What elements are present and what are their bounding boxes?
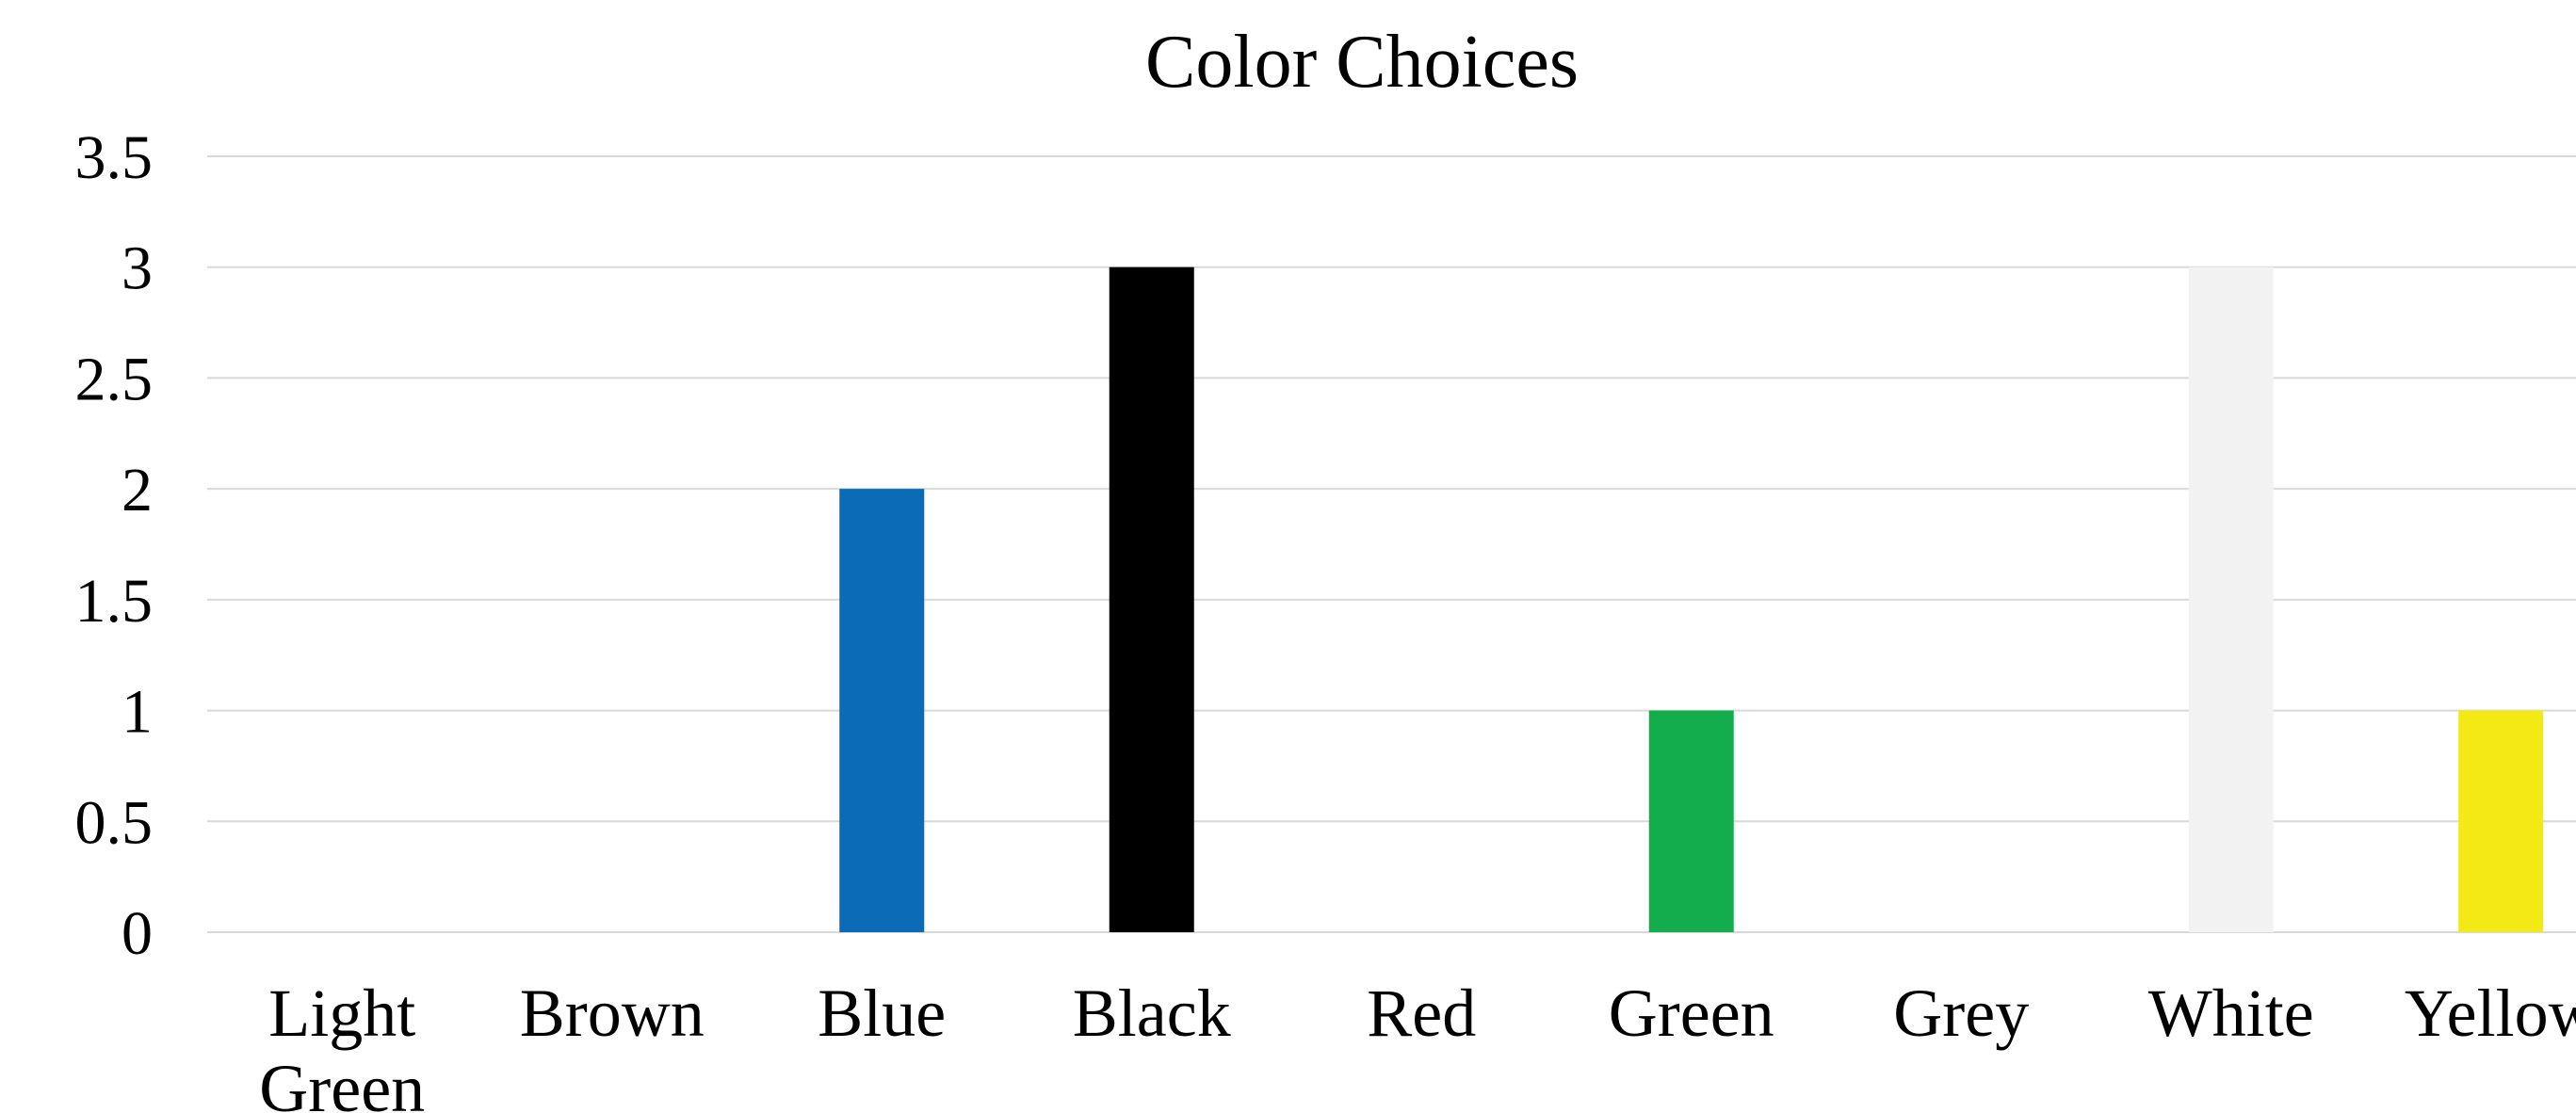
bar-black bbox=[1109, 266, 1194, 932]
x-category-label: Blue bbox=[818, 976, 946, 1051]
y-tick-label: 3.5 bbox=[75, 123, 154, 192]
x-category-label: Green bbox=[1609, 976, 1774, 1051]
x-category-label-line: Brown bbox=[520, 976, 705, 1051]
y-tick-label: 2.5 bbox=[75, 345, 154, 413]
x-category-label: Yellow bbox=[2405, 976, 2576, 1051]
y-tick-label: 0.5 bbox=[75, 788, 154, 857]
y-tick-label: 2 bbox=[122, 456, 153, 524]
x-category-label-line: Yellow bbox=[2405, 976, 2576, 1051]
x-category-label: Black bbox=[1073, 976, 1231, 1051]
bar-green bbox=[1648, 710, 1734, 932]
x-category-label: Brown bbox=[520, 976, 705, 1051]
y-tick-label: 1.5 bbox=[75, 567, 154, 636]
x-category-label: Red bbox=[1367, 976, 1476, 1051]
x-category-label-line: Blue bbox=[818, 976, 946, 1051]
y-tick-label: 0 bbox=[122, 899, 153, 968]
x-category-label-line: White bbox=[2148, 976, 2314, 1051]
x-category-label-line: Red bbox=[1367, 976, 1476, 1051]
chart-title: Color Choices bbox=[1145, 21, 1579, 104]
x-category-label-line: Light bbox=[268, 976, 415, 1051]
bar-blue bbox=[839, 489, 925, 932]
bar-white bbox=[2188, 266, 2274, 932]
y-tick-label: 1 bbox=[122, 678, 153, 747]
x-category-label-line: Black bbox=[1073, 976, 1231, 1051]
y-axis-ticks: 0 0.5 1 1.5 2 2.5 3 3.5 bbox=[75, 123, 154, 968]
x-category-label: Grey bbox=[1893, 976, 2029, 1051]
bars bbox=[839, 266, 2544, 932]
x-category-label-line: Green bbox=[1609, 976, 1774, 1051]
x-category-label: Light Green bbox=[259, 976, 425, 1113]
x-category-label-line: Green bbox=[259, 1051, 425, 1113]
gridlines bbox=[207, 155, 2576, 933]
x-category-label-line: Grey bbox=[1893, 976, 2029, 1051]
bar-yellow bbox=[2458, 710, 2544, 932]
x-category-label: White bbox=[2148, 976, 2314, 1051]
y-tick-label: 3 bbox=[122, 234, 153, 303]
